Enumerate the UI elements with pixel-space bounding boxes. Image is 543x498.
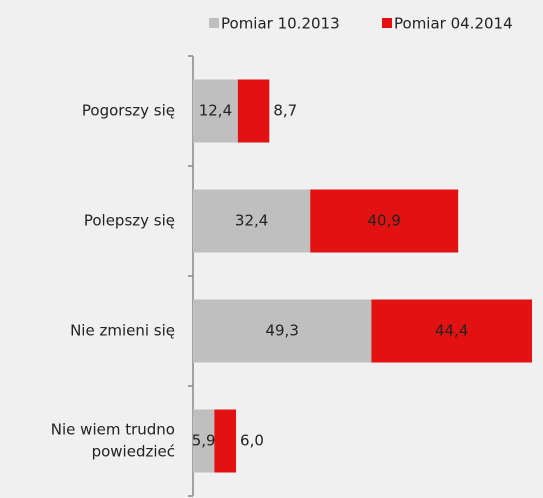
value-label: 5,9 — [192, 432, 216, 450]
value-label: 12,4 — [199, 102, 232, 120]
value-label: 6,0 — [240, 432, 264, 450]
value-label: 49,3 — [265, 322, 298, 340]
category-label: Nie wiem trudno — [51, 421, 175, 439]
bar-segment — [193, 189, 311, 253]
legend-swatch — [382, 18, 392, 28]
value-label: 8,7 — [273, 102, 297, 120]
category-label: Pogorszy się — [82, 102, 175, 120]
value-label: 40,9 — [368, 212, 401, 230]
bar-segment — [237, 79, 270, 143]
category-label: powiedzieć — [92, 443, 175, 461]
bar-segment — [371, 299, 532, 363]
bar-segment — [310, 189, 459, 253]
value-label: 44,4 — [435, 322, 468, 340]
legend-swatch — [209, 18, 219, 28]
category-label: Nie zmieni się — [70, 322, 175, 340]
legend-label: Pomiar 10.2013 — [221, 15, 340, 33]
bar-segment — [193, 299, 372, 363]
legend-label: Pomiar 04.2014 — [394, 15, 513, 33]
value-label: 32,4 — [235, 212, 268, 230]
bar-segment — [214, 409, 237, 473]
category-label: Polepszy się — [84, 212, 175, 230]
bar-segment — [193, 409, 215, 473]
bar-segment — [193, 79, 238, 143]
